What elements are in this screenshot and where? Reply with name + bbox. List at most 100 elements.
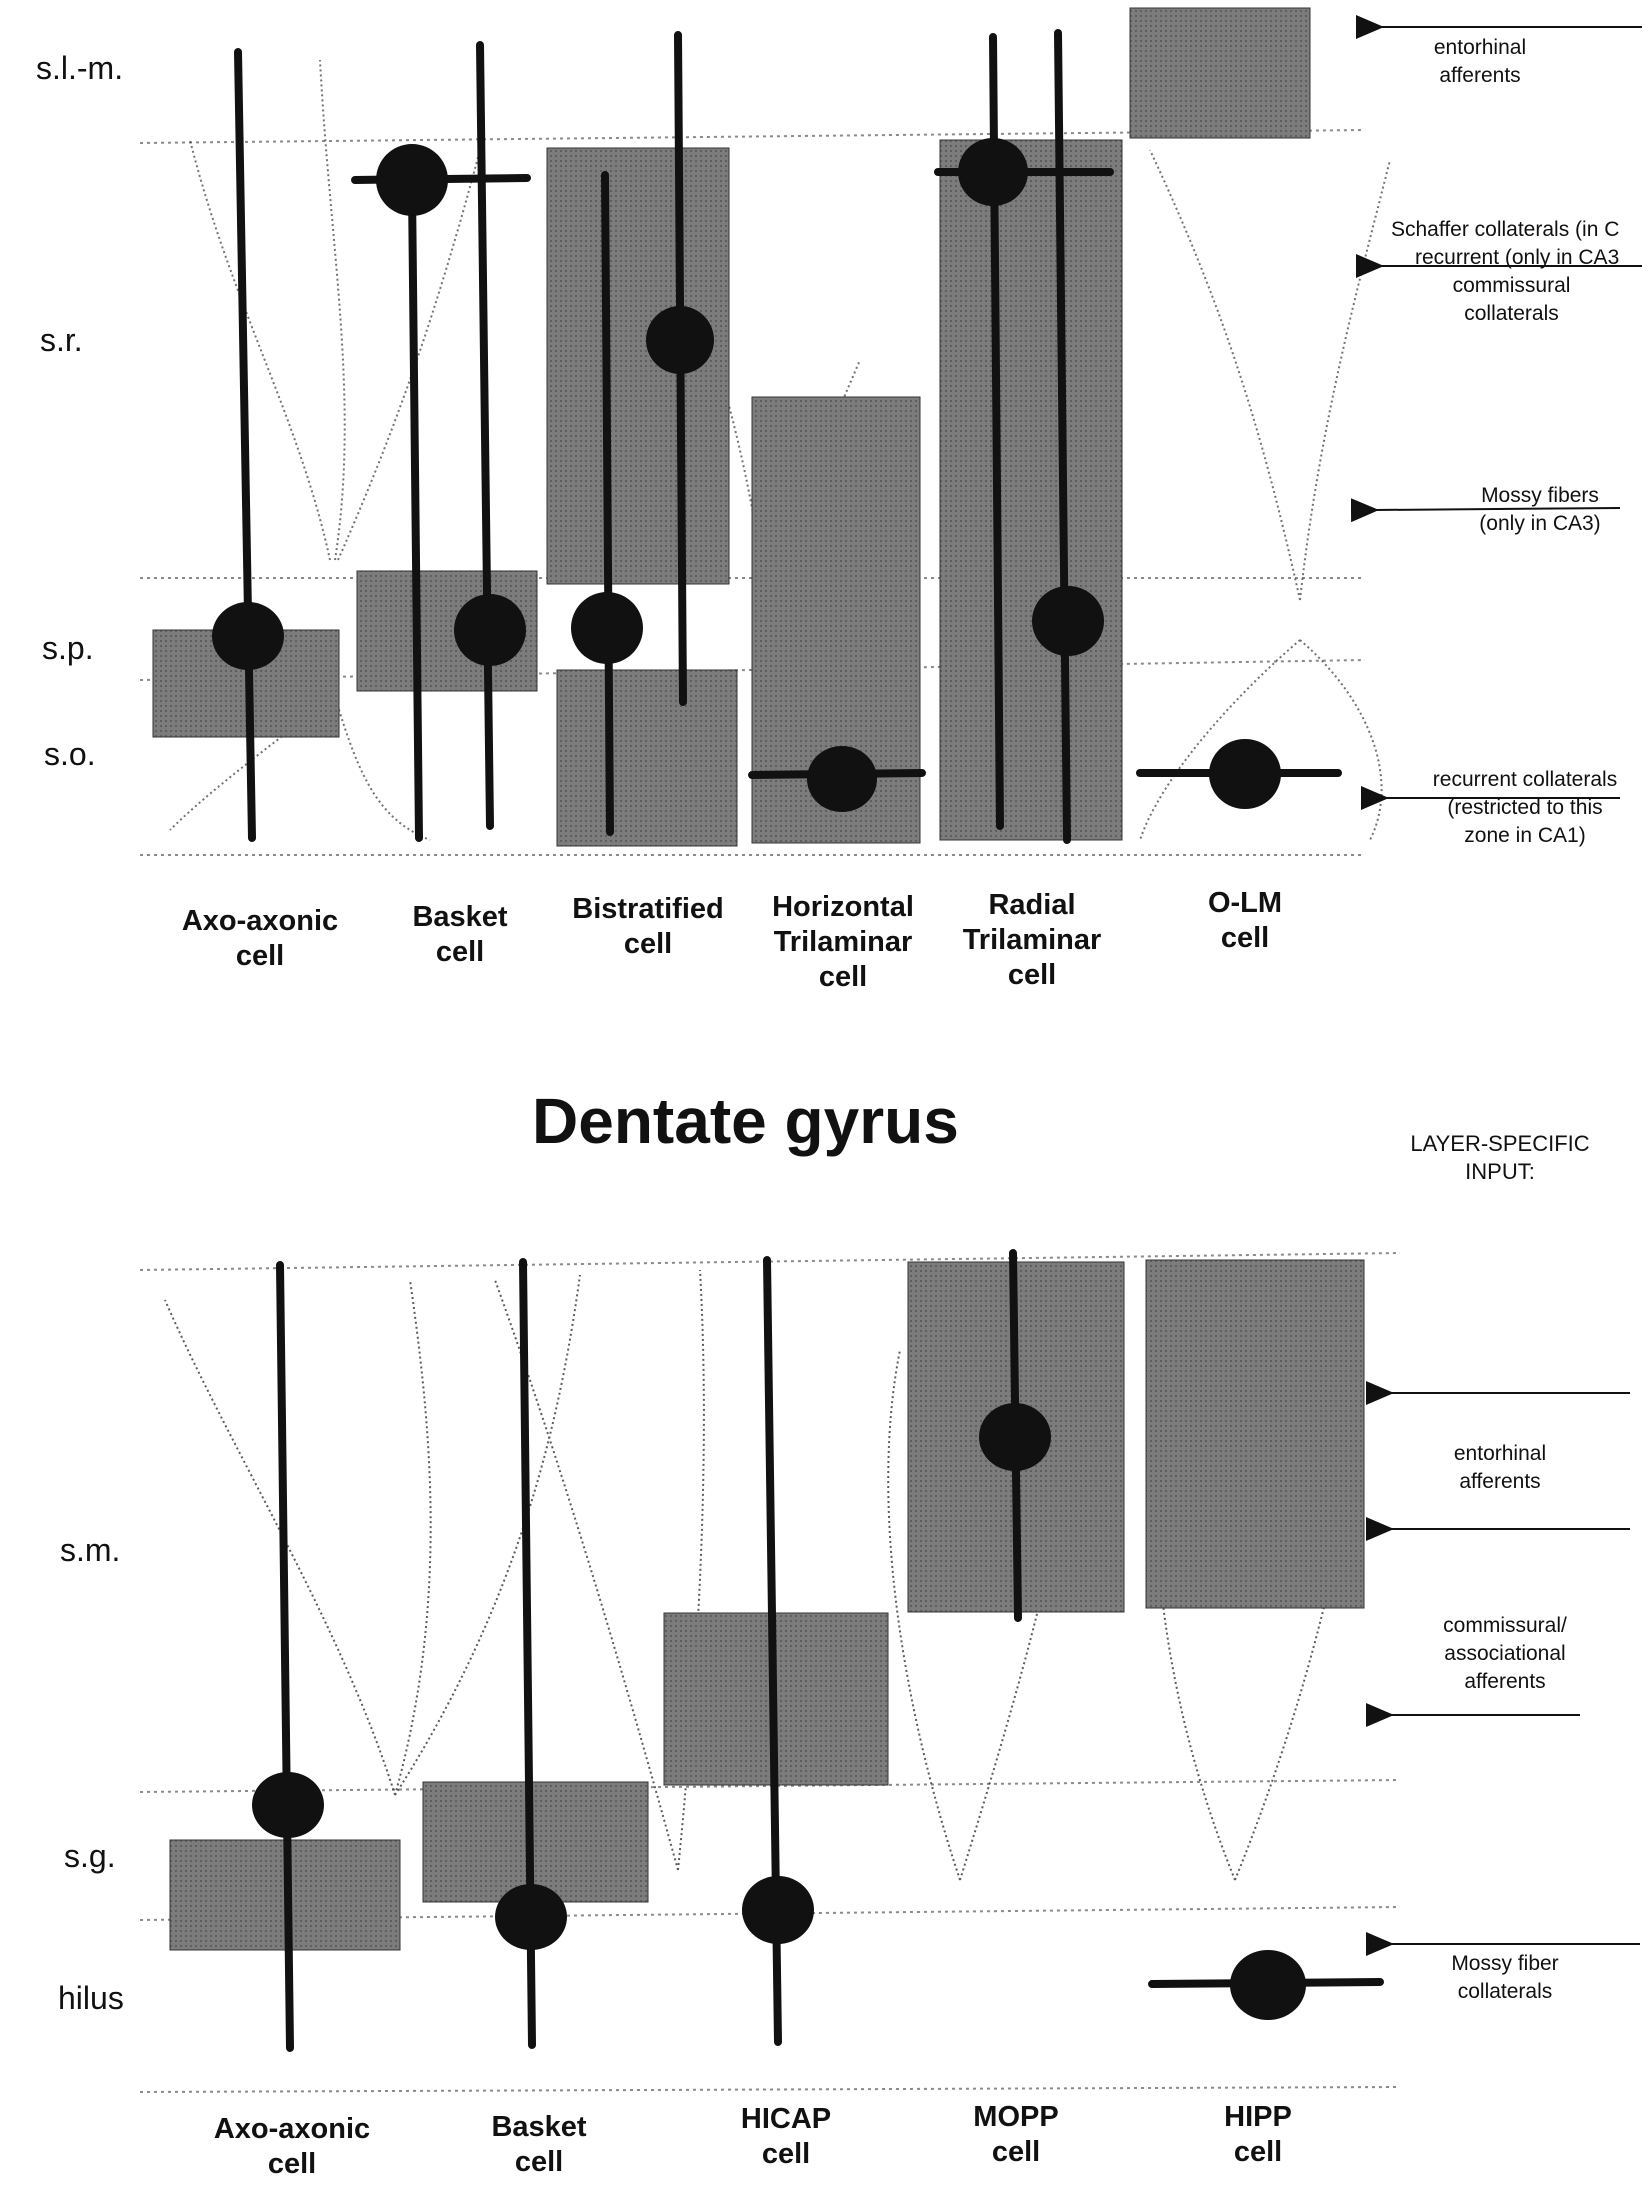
dg-input-arrows [1366, 1381, 1640, 1956]
olm-box [1129, 7, 1311, 139]
basket-dg-soma [495, 1884, 567, 1950]
dg-input-commissural-line2: associational [1444, 1642, 1566, 1665]
dg-cell-axo-axonic-line1: Axo-axonic [213, 2113, 371, 2145]
ca-input-schaffer-line3: commissural [1452, 274, 1571, 297]
horizontal-trilaminar-soma [807, 746, 877, 812]
ca-input-mossy: Mossy fibers (only in CA3) [1440, 482, 1640, 538]
axo-axonic-dg-axon [276, 1261, 294, 2052]
ca-layer-label-so: s.o. [44, 736, 96, 772]
ca-input-recurrent-line2: (restricted to this [1447, 796, 1603, 819]
dg-somata [252, 1403, 1306, 2020]
bistratified-shaft-a [601, 171, 614, 836]
ca-cell-bistratified-line2: cell [623, 928, 673, 960]
dg-layer-label-hilus: hilus [58, 1980, 124, 2016]
dg-cell-basket: Basket cell [429, 2110, 649, 2180]
ca-layer-label-sr: s.r. [40, 322, 83, 358]
mopp-soma [979, 1403, 1051, 1471]
axo-axonic-dg-soma [252, 1772, 324, 1838]
ca-input-schaffer-line2: recurrent (only in CA3 [1415, 246, 1620, 269]
ca-cell-olm-line1: O-LM [1207, 887, 1283, 919]
ca-cell-basket-line2: cell [435, 936, 485, 968]
ca-somata [212, 138, 1281, 812]
basket-ca-dendrite-shaft [408, 186, 423, 842]
dg-cell-hipp-line1: HIPP [1224, 2101, 1292, 2133]
dg-cell-hipp: HIPP cell [1148, 2100, 1368, 2170]
radial-trilaminar-soma [1032, 586, 1104, 656]
ca-input-mossy-line1: Mossy fibers [1481, 484, 1599, 507]
ca-cell-horizontal-trilaminar-line3: cell [818, 961, 868, 993]
ca-input-entorhinal: entorhinal afferents [1380, 34, 1580, 90]
dg-input-mossy-collaterals-line1: Mossy fiber [1451, 1952, 1559, 1975]
ca-cell-radial-trilaminar-line2: Trilaminar [962, 924, 1102, 956]
dg-input-entorhinal: entorhinal afferents [1400, 1440, 1600, 1496]
dg-cell-hipp-line2: cell [1233, 2136, 1283, 2168]
ca-layer-label-slm: s.l.-m. [36, 50, 124, 86]
dg-input-mossy-collaterals: Mossy fiber collaterals [1400, 1950, 1610, 2006]
radial-trilaminar-box [939, 139, 1123, 841]
hipp-box [1145, 1259, 1365, 1609]
ca-input-recurrent: recurrent collaterals (restricted to thi… [1405, 766, 1645, 850]
olm-soma [1209, 739, 1281, 809]
bistratified-lower-box [556, 669, 738, 847]
ca-cell-basket: Basket cell [350, 900, 570, 970]
dg-input-heading-line2: INPUT: [1465, 1159, 1535, 1184]
ca-cell-bistratified: Bistratified cell [538, 892, 758, 962]
ca-cell-axo-axonic-line2: cell [235, 940, 285, 972]
ca-input-arrows [1350, 15, 1642, 810]
ca-cell-axo-axonic: Axo-axonic cell [150, 904, 370, 974]
ca-input-schaffer-line4: collaterals [1464, 302, 1559, 325]
hipp-soma [1230, 1950, 1306, 2020]
radial-trilaminar-soma-top [958, 138, 1028, 206]
dg-cell-axo-axonic-line2: cell [267, 2148, 317, 2180]
ca-cell-radial-trilaminar-line3: cell [1007, 959, 1057, 991]
dg-input-heading: LAYER-SPECIFIC INPUT: [1385, 1130, 1615, 1186]
ca-input-recurrent-line3: zone in CA1) [1464, 824, 1586, 847]
ca-cell-radial-trilaminar: Radial Trilaminar cell [922, 888, 1142, 993]
dg-cell-mopp-line1: MOPP [973, 2101, 1059, 2133]
ca-cell-bistratified-line1: Bistratified [572, 893, 724, 925]
ca-input-schaffer: Schaffer collaterals (in C recurrent (on… [1375, 216, 1648, 328]
ca-cell-axo-axonic-line1: Axo-axonic [181, 905, 339, 937]
dg-input-mossy-collaterals-line2: collaterals [1457, 1980, 1553, 2003]
dg-cell-basket-line1: Basket [491, 2111, 587, 2143]
dg-title: Dentate gyrus [532, 1085, 959, 1157]
dg-cell-basket-line2: cell [514, 2146, 564, 2178]
ca-input-mossy-line2: (only in CA3) [1479, 512, 1601, 535]
dg-input-commissural-line3: afferents [1464, 1670, 1546, 1693]
bistratified-soma-a [571, 592, 643, 664]
dg-layer-label-sm: s.m. [60, 1532, 121, 1568]
ca-layer-boundaries [139, 129, 1366, 856]
dg-cell-hicap: HICAP cell [676, 2102, 896, 2172]
ca-cell-basket-line1: Basket [412, 901, 508, 933]
dg-input-heading-line1: LAYER-SPECIFIC [1410, 1131, 1590, 1156]
ca-cell-horizontal-trilaminar-line2: Trilaminar [773, 926, 913, 958]
ca-input-entorhinal-line1: entorhinal [1433, 36, 1527, 59]
hicap-soma [742, 1876, 814, 1944]
dg-cell-mopp-line2: cell [991, 2136, 1041, 2168]
dg-cell-hicap-line2: cell [761, 2138, 811, 2170]
ca-cell-olm-line2: cell [1220, 922, 1270, 954]
basket-ca-axon [476, 41, 494, 830]
dg-input-entorhinal-line1: entorhinal [1453, 1442, 1547, 1465]
dg-cell-hicap-line1: HICAP [740, 2103, 832, 2135]
dg-cell-axo-axonic: Axo-axonic cell [182, 2112, 402, 2182]
basket-ca-soma-top [376, 144, 448, 216]
radial-trilaminar-shaft-b [1054, 29, 1071, 844]
basket-dg-box [422, 1781, 649, 1903]
axo-axonic-ca-soma [212, 602, 284, 670]
dg-layer-label-sg: s.g. [64, 1838, 116, 1874]
axo-axonic-ca-axon [234, 48, 256, 842]
dg-cell-mopp: MOPP cell [906, 2100, 1126, 2170]
ca-cell-radial-trilaminar-line1: Radial [988, 889, 1076, 921]
ca-input-entorhinal-line2: afferents [1439, 64, 1521, 87]
dg-input-commissural: commissural/ associational afferents [1400, 1612, 1610, 1696]
ca-cell-olm: O-LM cell [1135, 886, 1355, 956]
ca-input-recurrent-line1: recurrent collaterals [1432, 768, 1618, 791]
dg-input-entorhinal-line2: afferents [1459, 1470, 1541, 1493]
ca-layer-label-sp: s.p. [42, 630, 94, 666]
bistratified-soma-b [646, 306, 714, 374]
ca-input-schaffer-line1: Schaffer collaterals (in C [1391, 218, 1620, 241]
ca-neuropil-boxes [152, 7, 1311, 847]
dg-input-commissural-line1: commissural/ [1443, 1614, 1567, 1637]
